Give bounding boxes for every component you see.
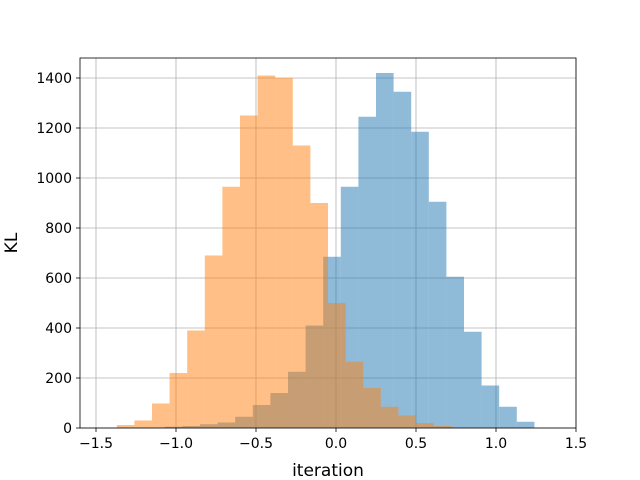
ticks-layer: −1.5 −1.0 −0.5 0.0 0.5 1.0 1.5 0 200 400 600 800 100… [36,71,587,452]
histogram-bar-series-2 [152,403,170,428]
histogram-bar-series-1 [428,201,447,428]
histogram-bar-series-2 [328,303,346,428]
histogram-bar-series-1 [464,331,482,428]
histogram-bar-series-2 [310,203,328,428]
x-tick-label: −1.5 [79,436,113,452]
histogram-bar-series-1 [481,385,500,428]
histogram-bar-series-2 [187,330,205,428]
histogram-bar-series-2 [433,426,452,428]
y-tick-label: 600 [45,271,72,287]
x-tick-label: 0.0 [325,436,347,452]
histogram-bar-series-2 [116,425,135,428]
x-tick-label: 0.5 [405,436,427,452]
y-tick-label: 400 [45,321,72,337]
x-axis-label: iteration [292,461,364,480]
histogram-bar-series-2 [275,78,293,428]
y-tick-label: 1000 [36,171,72,187]
y-axis-label: KL [2,232,22,253]
histogram-bar-series-1 [516,421,535,428]
x-tick-label: −1.0 [159,436,193,452]
x-tick-label: 1.5 [565,436,587,452]
plot-frame [79,57,577,429]
histogram-bar-series-1 [411,131,429,428]
y-tick-label: 1400 [36,71,72,87]
histogram-bar-series-2 [380,406,399,428]
histogram-bar-series-2 [169,373,188,428]
histogram-bar-series-1 [376,73,394,428]
histogram-bar-series-2 [204,255,223,428]
y-tick-label: 200 [45,371,72,387]
histogram-bar-series-2 [363,388,381,428]
histogram-bar-series-2 [240,115,258,428]
histogram-bar-series-2 [292,145,311,428]
x-tick-label: −0.5 [239,436,273,452]
histogram-bar-series-2 [134,420,152,428]
y-tick-label: 800 [45,221,72,237]
bars-layer [116,73,535,428]
histogram-bar-series-2 [398,415,416,428]
histogram-bar-series-1 [499,406,517,428]
y-tick-label: 1200 [36,121,72,137]
histogram-bar-series-2 [345,361,364,428]
x-tick-label: 1.0 [485,436,507,452]
histogram-bar-series-2 [416,423,434,428]
histogram-bar-series-1 [358,116,376,428]
y-tick-label: 0 [63,421,72,437]
histogram-bar-series-2 [257,75,276,428]
histogram-bar-series-2 [222,186,240,428]
histogram-bar-series-1 [446,276,464,428]
histogram-bar-series-1 [393,91,412,428]
